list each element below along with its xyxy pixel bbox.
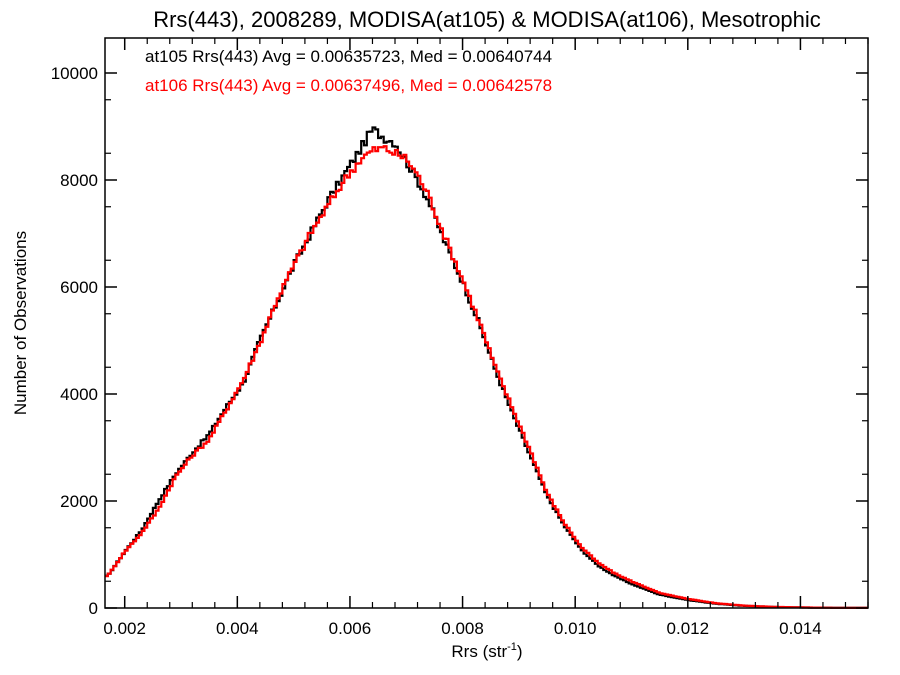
x-tick-label: 0.008 xyxy=(441,619,484,638)
annotation-at106: at106 Rrs(443) Avg = 0.00637496, Med = 0… xyxy=(145,76,552,95)
x-axis-label-close: ) xyxy=(517,642,523,661)
y-tick-label: 2000 xyxy=(60,492,98,511)
annotation-at105: at105 Rrs(443) Avg = 0.00635723, Med = 0… xyxy=(145,47,552,66)
x-tick-label: 0.006 xyxy=(329,619,372,638)
y-axis-label: Number of Observations xyxy=(11,231,30,415)
x-tick-label: 0.014 xyxy=(779,619,822,638)
y-tick-label: 6000 xyxy=(60,278,98,297)
x-axis-label-sup: -1 xyxy=(507,641,517,653)
x-tick-label: 0.002 xyxy=(103,619,146,638)
plot-frame xyxy=(104,37,869,609)
x-tick-label: 0.004 xyxy=(216,619,259,638)
series-layer xyxy=(105,126,868,609)
x-axis-label-main: Rrs (str xyxy=(451,642,507,661)
y-tick-label: 10000 xyxy=(51,64,98,83)
ticks-layer: 0.002 0.004 0.006 0.008 0.010 0.012 0.014 0 2000… xyxy=(51,38,869,638)
series-line-at105 xyxy=(105,126,868,609)
y-tick-label: 8000 xyxy=(60,171,98,190)
x-tick-label: 0.012 xyxy=(667,619,710,638)
x-tick-label: 0.010 xyxy=(554,619,597,638)
x-axis-label: Rrs (str-1) xyxy=(451,641,522,661)
y-tick-label: 0 xyxy=(89,599,98,618)
y-tick-label: 4000 xyxy=(60,385,98,404)
chart-title: Rrs(443), 2008289, MODISA(at105) & MODIS… xyxy=(153,7,821,32)
series-line-at106 xyxy=(105,145,868,609)
